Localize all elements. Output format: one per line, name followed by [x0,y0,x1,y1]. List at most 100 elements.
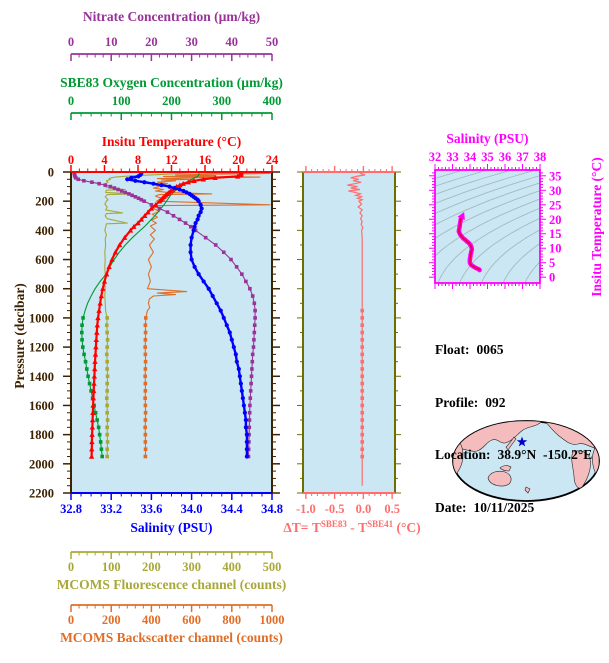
main-profile-plot [70,171,273,494]
temperature-axis-tick-label: 16 [199,153,212,167]
pressure-tick-label: 1800 [29,428,54,442]
nitrate-axis: 0 10 20 30 40 50 Nitrate Concentration (µm/kg) [68,9,278,61]
delta-t-tick-label: 0.5 [384,502,400,516]
float-info-row: Date: 10/11/2025 [435,499,592,517]
oxygen-axis-tick-label: 100 [112,94,131,108]
nitrate-axis-tick-label: 10 [105,35,118,49]
fluorescence-axis-tick-label: 100 [102,560,121,574]
fluorescence-axis-tick-label: 0 [68,560,74,574]
location-label: Location: [435,447,491,462]
ts-salinity-tick-label: 38 [534,150,547,164]
float-info-row: Location: 38.9°N -150.2°E [435,446,592,464]
temperature-axis-tick-label: 4 [101,153,108,167]
float-info: Float: 0065 Profile: 092 Location: 38.9°N -… [435,306,592,551]
mcoms-backscatter-channel-series [143,172,271,459]
ts-salinity-axis-title: Salinity (PSU) [446,131,528,146]
ts-salinity-tick-label: 32 [429,150,442,164]
ts-temperature-tick-label: 0 [549,271,555,285]
ts-curve-arrow [457,212,465,221]
nitrate-axis-title: Nitrate Concentration (µm/kg) [83,9,260,24]
pressure-tick-label: 1200 [29,341,54,355]
location-value: 38.9°N -150.2°E [497,447,593,462]
profile-value: 092 [485,394,506,410]
fluorescence-axis-tick-label: 300 [182,560,201,574]
salinity-axis-tick-label: 34.8 [261,502,283,516]
temperature-axis: 0 4 8 12 16 20 24 Insitu Temperature (°C) [68,134,279,172]
fluorescence-axis-tick-label: 200 [142,560,161,574]
temperature-axis-title: Insitu Temperature (°C) [102,134,241,149]
float-value: 0065 [476,342,504,357]
nitrate-axis-tick-label: 30 [185,35,198,49]
pressure-tick-label: 1400 [29,370,54,384]
delta-t-plot: -1.0 -0.5 0.0 0.5 ΔT= TSBE83 - TSBE41 (°C) [283,166,421,535]
date-value: 10/11/2025 [473,499,535,515]
salinity-axis-tick-label: 33.6 [140,502,162,516]
temperature-axis-tick-label: 8 [135,153,141,167]
backscatter-axis-tick-label: 200 [102,613,121,627]
ts-temperature-tick-label: 20 [549,213,562,227]
map-landmasses [453,421,599,494]
ts-salinity-tick-label: 34 [464,150,477,164]
salinity-axis: 32.8 33.2 33.6 34.0 34.4 34.8 Salinity (PSU) [60,493,283,535]
pressure-tick-label: 1000 [29,311,54,325]
ts-salinity-tick-label: 37 [516,150,529,164]
pressure-tick-label: 2200 [29,487,54,501]
nitrate-axis-tick-label: 40 [226,35,239,49]
salinity-axis-tick-label: 34.0 [181,502,203,516]
backscatter-axis: 0 200 400 600 800 1000 MCOMS Backscatter chann… [60,604,285,645]
backscatter-axis-tick-label: 600 [182,613,201,627]
float-label: Float: [435,342,470,357]
temperature-axis-tick-label: 12 [165,153,178,167]
ts-salinity-tick-label: 35 [481,150,494,164]
float-info-row: Profile: 092 [435,394,592,412]
ts-temperature-tick-label: 35 [549,169,562,183]
date-label: Date: [435,499,467,515]
float-info-row: Float: 0065 [435,341,592,359]
ts-temperature-tick-label: 15 [549,227,562,241]
oxygen-axis-tick-label: 400 [263,94,282,108]
salinity-axis-tick-label: 32.8 [60,502,82,516]
pressure-tick-label: 1600 [29,399,54,413]
delta-t-tick-label: -1.0 [296,502,316,516]
pressure-tick-label: 600 [35,253,54,267]
ts-salinity-tick-label: 36 [499,150,512,164]
ts-temperature-tick-label: 10 [549,242,562,256]
backscatter-axis-title: MCOMS Backscatter channel (counts) [60,630,283,645]
ts-temperature-tick-label: 25 [549,198,562,212]
oxygen-axis-tick-label: 200 [162,94,181,108]
fluorescence-axis-title: MCOMS Fluorescence channel (counts) [57,577,287,592]
temperature-axis-tick-label: 24 [266,153,279,167]
pressure-axis: 0 200 400 600 800 1000 1200 1400 1600 1800 2000 220… [12,166,280,501]
delta-t-series [347,172,366,486]
profile-label: Profile: [435,394,479,410]
oxygen-axis-tick-label: 300 [212,94,231,108]
pressure-tick-label: 2000 [29,457,54,471]
temperature-axis-tick-label: 20 [232,153,245,167]
nitrate-axis-tick-label: 50 [266,35,279,49]
ts-temperature-axis-title: Insitu Temperature (°C) [589,157,604,296]
oxygen-axis-title: SBE83 Oxygen Concentration (µm/kg) [60,75,283,90]
world-map [452,420,600,502]
salinity-axis-tick-label: 33.2 [100,502,122,516]
pressure-tick-label: 800 [35,282,54,296]
oxygen-axis-tick-label: 0 [68,94,74,108]
main-plot-area [71,172,272,493]
mcoms-fluorescence-channel-series [104,172,196,459]
salinity-axis-title: Salinity (PSU) [130,520,212,535]
ts-temperature-tick-label: 30 [549,184,562,198]
ts-salinity-tick-label: 33 [446,150,459,164]
backscatter-axis-tick-label: 1000 [260,613,285,627]
nitrate-axis-tick-label: 0 [68,35,74,49]
temperature-axis-tick-label: 0 [68,153,74,167]
pressure-tick-label: 200 [35,195,54,209]
delta-t-tick-label: -0.5 [325,502,345,516]
float-location-star [516,436,528,447]
salinity-axis-tick-label: 34.4 [221,502,244,516]
pressure-tick-label: 400 [35,224,54,238]
ts-isopycnals [435,170,540,283]
pressure-tick-label: 0 [48,166,54,180]
backscatter-axis-tick-label: 800 [222,613,241,627]
